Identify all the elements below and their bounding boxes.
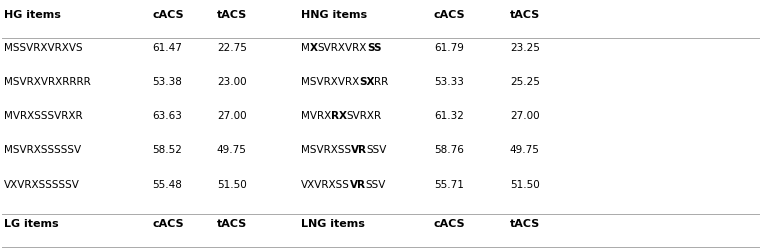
Text: cACS: cACS — [434, 10, 466, 20]
Text: 22.00: 22.00 — [217, 251, 247, 252]
Text: 27.00: 27.00 — [217, 111, 247, 121]
Text: 49.75: 49.75 — [510, 145, 540, 155]
Text: cACS: cACS — [434, 218, 466, 228]
Text: VX: VX — [343, 251, 359, 252]
Text: SVRXVRX: SVRXVRX — [317, 43, 367, 53]
Text: 51.50: 51.50 — [217, 179, 247, 189]
Text: RX: RX — [331, 111, 347, 121]
Text: RM: RM — [359, 251, 375, 252]
Text: 61.79: 61.79 — [434, 43, 463, 53]
Text: 23.25: 23.25 — [510, 43, 540, 53]
Text: 51.50: 51.50 — [510, 179, 540, 189]
Text: VR: VR — [349, 179, 365, 189]
Text: 23.00: 23.00 — [217, 77, 247, 87]
Text: RR: RR — [374, 77, 389, 87]
Text: SX: SX — [359, 77, 374, 87]
Text: 53.33: 53.33 — [434, 77, 463, 87]
Text: X: X — [310, 43, 317, 53]
Text: tACS: tACS — [510, 218, 540, 228]
Text: SVRXR: SVRXR — [347, 111, 382, 121]
Text: VXVRXSSSSSV: VXVRXSSSSSV — [4, 179, 80, 189]
Text: 22.75: 22.75 — [217, 43, 247, 53]
Text: VXSVRX: VXSVRX — [301, 251, 343, 252]
Text: tACS: tACS — [217, 10, 247, 20]
Text: 58.76: 58.76 — [434, 145, 463, 155]
Text: cACS: cACS — [152, 218, 184, 228]
Text: SS: SS — [367, 43, 381, 53]
Text: SSV: SSV — [365, 179, 386, 189]
Text: 61.47: 61.47 — [152, 43, 182, 53]
Text: tACS: tACS — [217, 218, 247, 228]
Text: LG items: LG items — [4, 218, 59, 228]
Text: M: M — [301, 43, 310, 53]
Text: 27.00: 27.00 — [510, 111, 540, 121]
Text: 63.63: 63.63 — [152, 111, 182, 121]
Text: MSVRXSSSSSV: MSVRXSSSSSV — [4, 145, 81, 155]
Text: 53.38: 53.38 — [152, 77, 182, 87]
Text: 46.76: 46.76 — [152, 251, 182, 252]
Text: MSSVRXVRXVS: MSSVRXVRXVS — [4, 43, 82, 53]
Text: MVRXSSSVRXR: MVRXSSSVRXR — [4, 111, 82, 121]
Text: MSVRXVRXRRRR: MSVRXVRXRRRR — [4, 77, 91, 87]
Text: MSVRXSS: MSVRXSS — [301, 145, 351, 155]
Text: 25.25: 25.25 — [510, 77, 540, 87]
Text: 46.82: 46.82 — [434, 251, 463, 252]
Text: 55.71: 55.71 — [434, 179, 463, 189]
Text: tACS: tACS — [510, 10, 540, 20]
Text: 61.32: 61.32 — [434, 111, 463, 121]
Text: 49.75: 49.75 — [217, 145, 247, 155]
Text: MVRX: MVRX — [301, 111, 331, 121]
Text: VR: VR — [351, 145, 367, 155]
Text: 20.75: 20.75 — [510, 251, 540, 252]
Text: HG items: HG items — [4, 10, 61, 20]
Text: 58.52: 58.52 — [152, 145, 182, 155]
Text: VXSVRXRRRM: VXSVRXRRRM — [4, 251, 76, 252]
Text: cACS: cACS — [152, 10, 184, 20]
Text: SSV: SSV — [367, 145, 387, 155]
Text: HNG items: HNG items — [301, 10, 367, 20]
Text: VXVRXSS: VXVRXSS — [301, 179, 349, 189]
Text: 55.48: 55.48 — [152, 179, 182, 189]
Text: LNG items: LNG items — [301, 218, 365, 228]
Text: MSVRXVRX: MSVRXVRX — [301, 77, 359, 87]
